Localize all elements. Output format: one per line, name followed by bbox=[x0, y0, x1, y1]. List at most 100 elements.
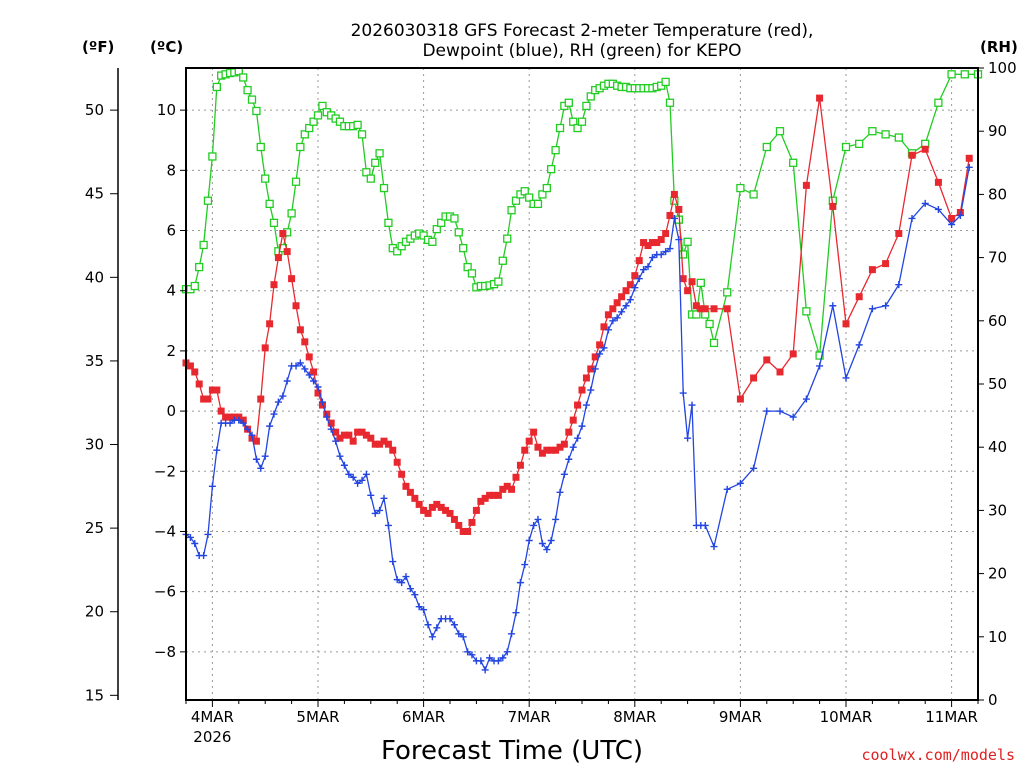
dewpoint-data-point bbox=[428, 633, 436, 641]
dewpoint-data-point bbox=[547, 536, 555, 544]
dewpoint-data-point bbox=[406, 585, 414, 593]
rh-data-point bbox=[569, 117, 578, 126]
x-axis-title: Forecast Time (UTC) bbox=[381, 736, 643, 766]
dewpoint-data-point bbox=[398, 579, 406, 587]
temperature-data-point bbox=[288, 275, 296, 283]
temperature-data-point bbox=[604, 311, 612, 319]
temperature-data-point bbox=[340, 431, 348, 439]
temperature-data-point bbox=[763, 356, 771, 364]
rh-tick-label: 20 bbox=[988, 565, 1007, 583]
dewpoint-data-point bbox=[512, 609, 520, 617]
dewpoint-data-point bbox=[635, 275, 643, 283]
dewpoint-data-point bbox=[684, 434, 692, 442]
dewpoint-data-point bbox=[701, 521, 709, 529]
rh-data-point bbox=[287, 209, 296, 218]
temperature-data-point bbox=[477, 497, 485, 505]
dewpoint-data-point bbox=[530, 521, 538, 529]
temperature-data-point bbox=[296, 326, 304, 334]
temperature-data-point bbox=[670, 190, 678, 198]
dewpoint-data-point bbox=[354, 479, 362, 487]
rh-data-point bbox=[397, 242, 406, 251]
dewpoint-data-point bbox=[956, 211, 964, 219]
rh-data-point bbox=[208, 152, 217, 161]
fahrenheit-tick-label: 40 bbox=[85, 268, 104, 286]
rh-data-point bbox=[538, 190, 547, 199]
temperature-data-point bbox=[384, 440, 392, 448]
temperature-data-point bbox=[965, 154, 973, 162]
temperature-data-point bbox=[684, 287, 692, 295]
temperature-data-point bbox=[948, 214, 956, 222]
rh-data-point bbox=[195, 262, 204, 272]
dewpoint-data-point bbox=[252, 455, 260, 463]
temperature-data-point bbox=[415, 500, 423, 508]
temperature-data-point bbox=[653, 239, 661, 247]
dewpoint-data-point bbox=[261, 452, 269, 460]
dewpoint-data-point bbox=[882, 302, 890, 310]
temperature-data-point bbox=[538, 449, 546, 457]
dewpoint-data-point bbox=[371, 509, 379, 517]
x-tick-label: 9MAR bbox=[719, 708, 762, 726]
dewpoint-data-point bbox=[525, 536, 533, 544]
rh-data-point bbox=[692, 310, 701, 319]
gridlines bbox=[186, 68, 978, 700]
temperature-data-point bbox=[789, 350, 797, 358]
dewpoint-data-point bbox=[965, 163, 973, 171]
dewpoint-data-point bbox=[477, 657, 485, 665]
temperature-data-point bbox=[565, 428, 573, 436]
fahrenheit-tick-label: 20 bbox=[85, 603, 104, 621]
rh-data-point bbox=[555, 123, 565, 133]
temperature-data-point bbox=[596, 341, 604, 349]
rh-data-point bbox=[357, 130, 367, 139]
temperature-data-point bbox=[428, 503, 436, 511]
dewpoint-data-point bbox=[657, 251, 665, 259]
rh-data-point bbox=[881, 130, 890, 139]
temperature-data-point bbox=[499, 485, 507, 493]
dewpoint-data-point bbox=[587, 386, 595, 394]
temperature-data-point bbox=[648, 239, 656, 247]
rh-data-point bbox=[894, 133, 903, 142]
dewpoint-data-point bbox=[556, 488, 564, 496]
rh-data-point bbox=[511, 196, 521, 205]
dewpoint-data-point bbox=[380, 494, 388, 502]
dewpoint-data-point bbox=[244, 425, 252, 433]
temperature-data-point bbox=[204, 395, 212, 403]
dewpoint-data-point bbox=[340, 461, 348, 469]
rh-data-point bbox=[855, 139, 864, 148]
celsius-tick-label: 6 bbox=[166, 222, 176, 240]
temperature-data-point bbox=[345, 431, 353, 439]
rh-data-point bbox=[586, 92, 595, 101]
dewpoint-data-point bbox=[323, 413, 331, 421]
rh-data-point bbox=[450, 214, 459, 223]
dewpoint-data-point bbox=[345, 470, 353, 478]
temperature-data-point bbox=[332, 428, 340, 436]
rh-data-point bbox=[542, 183, 551, 193]
temperature-data-point bbox=[613, 299, 621, 307]
x-tick-label: 7MAR bbox=[508, 708, 551, 726]
rh-tick-label: 100 bbox=[988, 59, 1017, 77]
chart-title-line2: Dewpoint (blue), RH (green) for KEPO bbox=[422, 41, 741, 61]
temperature-data-point bbox=[376, 440, 384, 448]
rh-data-point bbox=[362, 168, 371, 177]
temperature-data-point bbox=[362, 431, 370, 439]
celsius-tick-label: −4 bbox=[154, 522, 176, 540]
rh-data-point bbox=[736, 183, 745, 193]
dewpoint-data-point bbox=[631, 284, 639, 292]
dewpoint-data-point bbox=[543, 546, 551, 554]
dewpoint-data-point bbox=[868, 305, 876, 313]
rh-data-point bbox=[868, 127, 877, 136]
temperature-data-point bbox=[200, 395, 208, 403]
temperature-data-point bbox=[367, 434, 375, 442]
temperature-data-point bbox=[411, 494, 419, 502]
rh-data-point bbox=[393, 247, 402, 256]
celsius-tick-label: 0 bbox=[166, 402, 176, 420]
dewpoint-data-point bbox=[459, 633, 467, 641]
dewpoint-data-point bbox=[415, 603, 423, 611]
dewpoint-data-point bbox=[648, 254, 656, 262]
x-tick-label: 4MAR bbox=[191, 708, 234, 726]
dewpoint-data-point bbox=[301, 365, 309, 373]
rh-data-point bbox=[366, 174, 375, 183]
rh-data-point bbox=[709, 338, 719, 348]
dewpoint-data-point bbox=[723, 485, 731, 493]
dewpoint-data-point bbox=[499, 654, 507, 662]
